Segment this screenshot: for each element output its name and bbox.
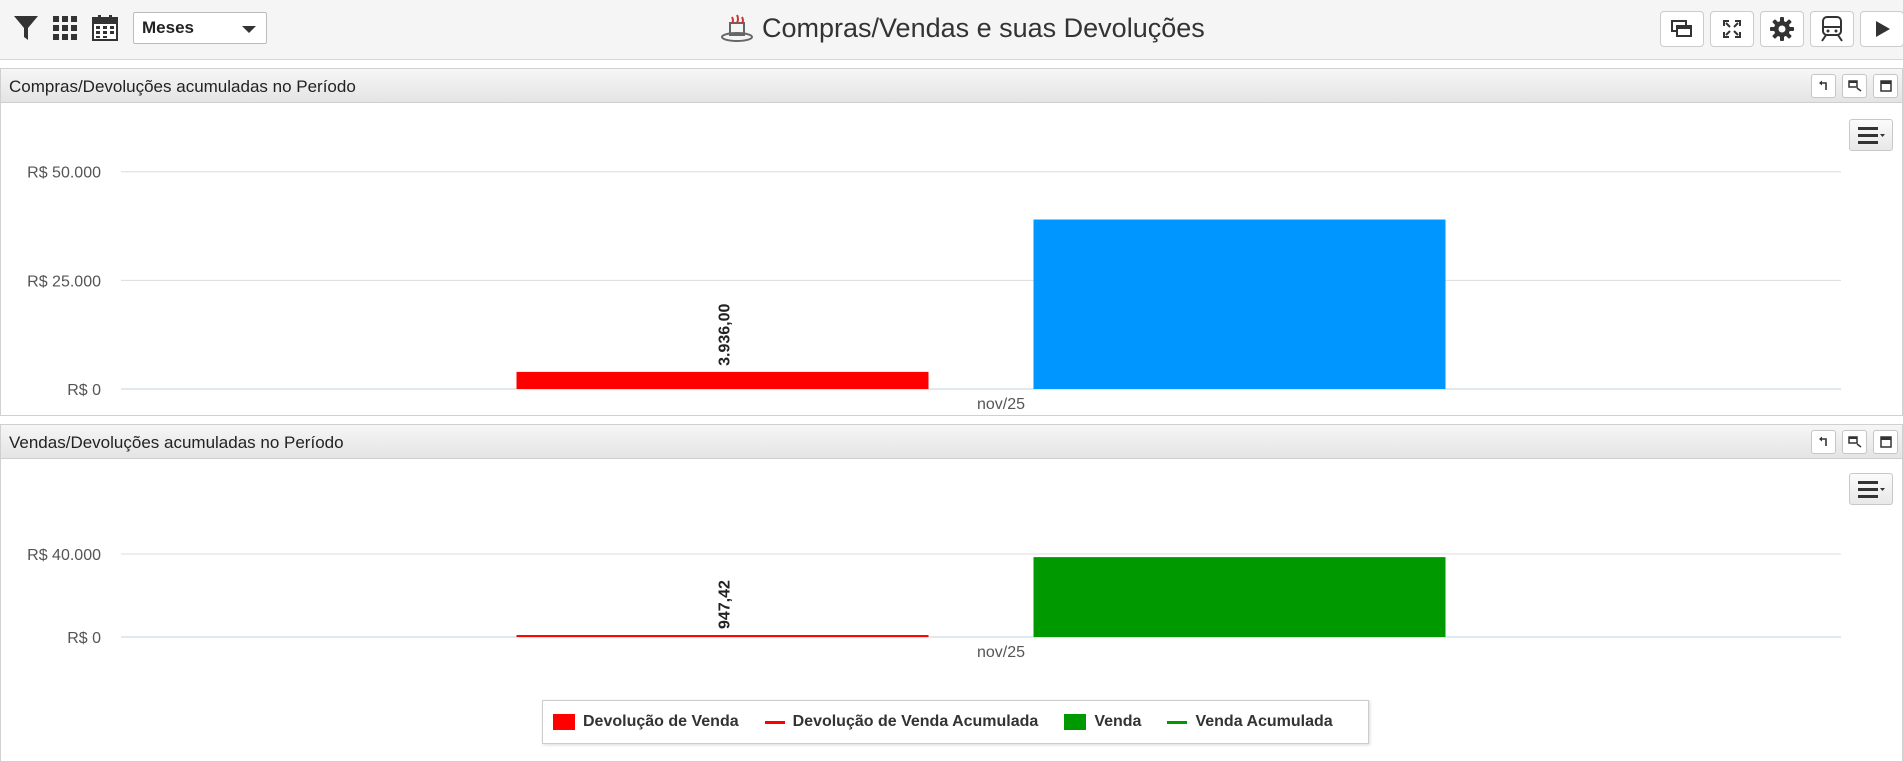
legend-item[interactable]: Venda (1064, 713, 1141, 731)
page-title-text: Compras/Vendas e suas Devoluções (762, 12, 1205, 43)
legend-line (1167, 720, 1188, 724)
play-icon (1876, 21, 1890, 37)
windows-icon (1671, 20, 1692, 37)
fullscreen-button[interactable] (1710, 11, 1754, 47)
x-tick-label: nov/25 (977, 396, 1025, 413)
bar (1033, 557, 1446, 637)
legend-swatch (553, 714, 575, 730)
panel-detach-button[interactable] (1842, 74, 1867, 98)
y-tick-label: R$ 25.000 (27, 273, 101, 290)
data-label: 3.936,00 (717, 304, 734, 366)
legend-item[interactable]: Devolução de Venda Acumulada (764, 713, 1039, 731)
detach-icon (1847, 436, 1861, 448)
train-icon (1821, 16, 1843, 42)
legend-label: Devolução de Venda (583, 713, 739, 730)
period-select-value: Meses (142, 18, 194, 37)
grid-icon[interactable] (49, 12, 81, 44)
undo-icon (1818, 436, 1827, 446)
train-button[interactable] (1810, 11, 1854, 47)
compras-chart: R$ 0 R$ 25.000 R$ 50.000 3.936,00 nov/25 (27, 165, 1841, 413)
chevron-down-icon (242, 26, 256, 33)
bar (516, 635, 929, 637)
panel-maximize-button[interactable] (1873, 430, 1898, 454)
detach-icon (1847, 80, 1861, 92)
panel-maximize-button[interactable] (1873, 74, 1898, 98)
undo-icon (1818, 80, 1827, 90)
bar (516, 371, 929, 389)
chart-menu-button[interactable] (1849, 473, 1893, 505)
panel-title: Compras/Devoluções acumuladas no Período (9, 77, 356, 96)
vendas-panel: Vendas/Devoluções acumuladas no Período … (0, 424, 1903, 762)
toolbar: Meses Compras/Vendas e suas Devoluções (0, 0, 1903, 60)
gear-icon (1770, 17, 1794, 41)
y-tick-label: R$ 40.000 (27, 547, 101, 564)
sales-icon (721, 14, 753, 42)
play-button[interactable] (1860, 11, 1903, 47)
period-select[interactable]: Meses (133, 12, 267, 44)
bar (1033, 219, 1446, 389)
panel-restore-button[interactable] (1811, 430, 1836, 454)
settings-button[interactable] (1760, 11, 1804, 47)
fullscreen-icon (1723, 20, 1741, 38)
legend-label: Venda (1094, 713, 1142, 730)
maximize-icon (1879, 80, 1892, 92)
legend-label: Devolução de Venda Acumulada (792, 713, 1039, 730)
legend-item[interactable]: Devolução de Venda (553, 713, 739, 731)
panel-detach-button[interactable] (1842, 430, 1867, 454)
chart-menu-button[interactable] (1849, 119, 1893, 151)
compras-panel: Compras/Devoluções acumuladas no Período… (0, 68, 1903, 416)
filter-icon[interactable] (10, 12, 42, 44)
y-tick-label: R$ 0 (67, 382, 101, 399)
windows-button[interactable] (1660, 11, 1704, 47)
maximize-icon (1879, 436, 1892, 448)
legend-label: Venda Acumulada (1195, 713, 1333, 730)
vendas-chart: R$ 0 R$ 40.000 947,42 nov/25 (27, 547, 1841, 661)
legend-item[interactable]: Venda Acumulada (1167, 713, 1333, 731)
x-tick-label: nov/25 (977, 644, 1025, 661)
panel-title: Vendas/Devoluções acumuladas no Período (9, 433, 344, 452)
page-title: Compras/Vendas e suas Devoluções (720, 10, 1205, 46)
data-label: 947,42 (717, 580, 734, 629)
calendar-icon[interactable] (89, 12, 121, 44)
y-tick-label: R$ 50.000 (27, 165, 101, 182)
legend-swatch (1064, 714, 1087, 730)
chart-legend: Devolução de Venda Devolução de Venda Ac… (542, 700, 1369, 744)
hamburger-icon (1858, 481, 1885, 498)
panel-restore-button[interactable] (1811, 74, 1836, 98)
panel-header: Compras/Devoluções acumuladas no Período (1, 69, 1902, 103)
y-tick-label: R$ 0 (67, 630, 101, 647)
panel-header: Vendas/Devoluções acumuladas no Período (1, 425, 1902, 459)
legend-line (764, 720, 785, 724)
hamburger-icon (1858, 127, 1885, 144)
